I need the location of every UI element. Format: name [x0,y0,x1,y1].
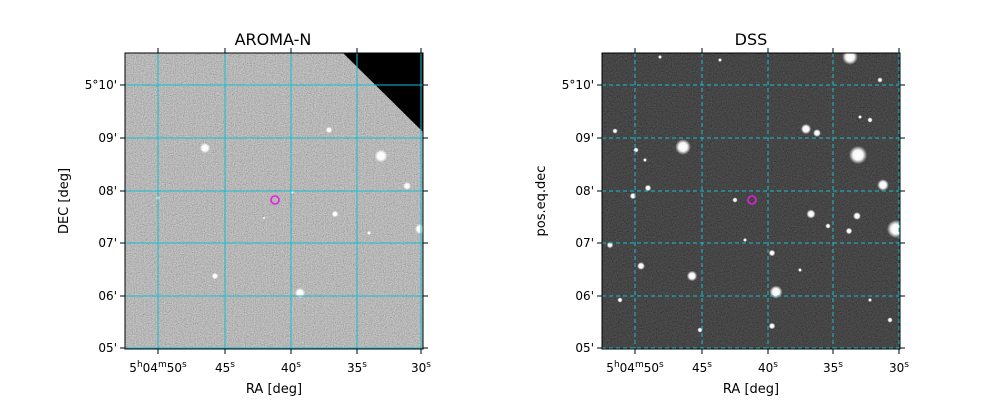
star [617,297,623,303]
star [403,182,411,190]
star [853,212,861,220]
star [877,179,889,191]
star [825,223,831,229]
star [294,287,306,299]
star [697,327,703,333]
y-axis-label: DEC [deg] [57,168,72,234]
y-tick-label: 05' [575,341,594,355]
star [848,145,868,165]
x-tick-label: 45s [692,360,712,375]
star [813,129,821,137]
x-tick-label: 35s [347,360,367,375]
x-tick-label: 35s [823,360,843,375]
star [637,262,645,270]
star-field [606,53,900,333]
x-tick-label: 40s [281,360,301,375]
panel-title: AROMA-N [235,30,312,49]
x-tick-label: 30s [889,360,909,375]
star [718,58,722,62]
y-tick-label: 5°10' [85,78,117,92]
y-tick-label: 08' [575,184,594,198]
y-tick-label: 06' [575,289,594,303]
y-tick-label: 07' [575,236,594,250]
star [211,272,219,280]
panel-title: DSS [735,30,768,49]
x-axis-label: RA [deg] [723,382,779,397]
star [199,142,211,154]
target-marker [747,195,757,205]
star [798,268,802,272]
star [886,219,900,239]
y-tick-label: 09' [575,131,594,145]
star [842,53,858,65]
star [769,285,783,299]
star [768,249,776,257]
star [806,209,816,219]
x-tick-label: 5h04m50s [129,360,187,375]
axes-frame [601,52,901,350]
star [374,149,388,163]
y-tick-label: 09' [98,131,117,145]
star [868,298,872,302]
star [643,158,647,162]
axes-frame [124,52,424,350]
no-data-region [343,53,423,132]
star [858,115,862,119]
star [262,216,266,220]
star [612,128,618,134]
x-tick-label: 30s [411,360,431,375]
star [331,210,339,218]
star [658,55,662,59]
panel-aroma-n: 5h04m50s 45s 40s 35s 30s 5°10' 09' 08' 07' 06' 05'… [57,30,431,397]
star [877,77,883,83]
star [325,126,333,134]
target-marker [270,195,280,205]
coordinate-grid [602,53,900,349]
star [633,147,639,153]
star [644,184,652,192]
star [867,117,873,123]
y-tick-label: 08' [98,184,117,198]
x-tick-label: 40s [758,360,778,375]
star [800,123,812,135]
x-tick-label: 45s [215,360,235,375]
x-axis-label: RA [deg] [246,382,302,397]
star [732,197,738,203]
y-tick-label: 5°10' [562,78,594,92]
star [675,139,691,155]
aroma-n-image [125,53,423,349]
panel-dss: 5h04m50s 45s 40s 35s 30s 5°10' 09' 08' 07' 06' 05'… [534,30,909,397]
y-axis-label: pos.eq.dec [534,166,549,237]
y-tick-label: 06' [98,289,117,303]
x-tick-label: 5h04m50s [606,360,664,375]
star [887,317,893,323]
y-tick-label: 05' [98,341,117,355]
star [686,270,698,282]
dss-image [602,53,900,349]
star [414,223,423,235]
coordinate-grid [125,53,423,349]
star [743,238,747,242]
star [768,322,776,330]
y-tick-label: 07' [98,236,117,250]
star [367,231,371,235]
star [845,227,853,235]
